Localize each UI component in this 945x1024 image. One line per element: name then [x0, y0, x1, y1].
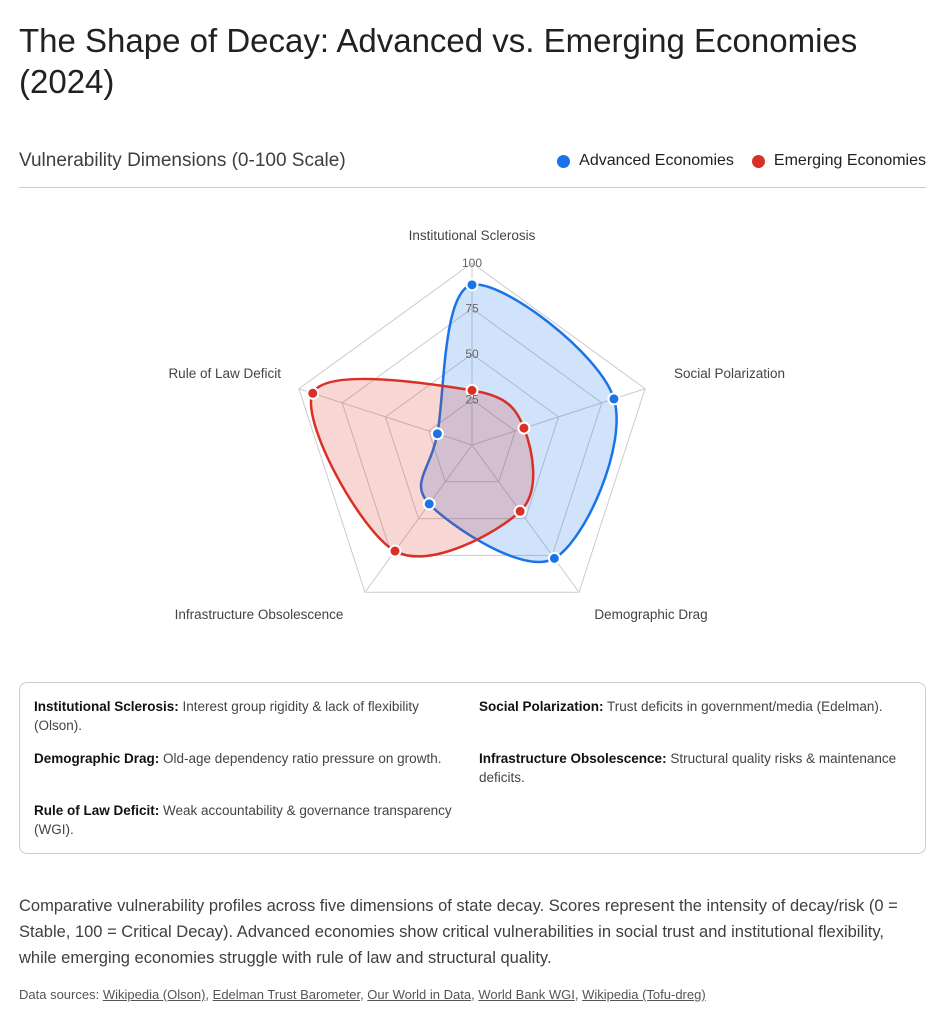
axis-label: Institutional Sclerosis [409, 228, 536, 243]
data-point [306, 386, 320, 400]
sources: Data sources: Wikipedia (Olson), Edelman… [19, 987, 706, 1002]
divider [19, 187, 926, 188]
source-link[interactable]: Edelman Trust Barometer [212, 987, 361, 1002]
legend-label: Emerging Economies [773, 152, 926, 169]
data-point [607, 392, 621, 406]
definitions-box: Institutional Sclerosis: Interest group … [19, 682, 926, 854]
source-link[interactable]: Wikipedia (Olson) [102, 987, 206, 1002]
radar-chart: 25 50 75 100 Institutional Sclerosis Social P… [168, 228, 785, 622]
legend-emerging[interactable]: Emerging Economies [751, 152, 926, 170]
grid-ring [341, 307, 603, 556]
legend-dot-icon [557, 154, 571, 168]
tick-label: 75 [465, 302, 479, 316]
data-point [388, 544, 402, 558]
legend-dot-icon [751, 154, 765, 168]
data-point [465, 278, 479, 292]
grid-ring [384, 353, 560, 520]
chart-subtitle: Vulnerability Dimensions (0-100 Scale) [19, 150, 346, 171]
source-link[interactable]: Our World in Data [367, 987, 472, 1002]
definition-item: Rule of Law Deficit: Weak accountability… [34, 803, 452, 837]
axis-label: Social Polarization [674, 366, 785, 381]
tick-label: 50 [465, 347, 479, 361]
data-point [513, 504, 527, 518]
data-point [547, 551, 561, 565]
grid-ring [298, 262, 646, 593]
data-point [465, 383, 479, 397]
tick-label: 25 [465, 393, 479, 407]
series-area-advanced [419, 283, 618, 564]
axis-line [364, 444, 473, 593]
data-point [422, 497, 436, 511]
caption: Comparative vulnerability profiles acros… [19, 897, 898, 967]
source-link[interactable]: Wikipedia (Tofu-dreg) [582, 987, 706, 1002]
axis-label: Infrastructure Obsolescence [175, 607, 344, 622]
legend: Advanced Economies Emerging Economies [557, 152, 926, 170]
definition-item: Demographic Drag: Old-age dependency rat… [34, 751, 442, 766]
data-point [517, 421, 531, 435]
grid-ring [428, 398, 516, 483]
data-point [430, 427, 444, 441]
definition-item: Infrastructure Obsolescence: Structural … [479, 751, 897, 785]
definition-item: Institutional Sclerosis: Interest group … [34, 699, 419, 733]
legend-advanced[interactable]: Advanced Economies [557, 152, 734, 170]
legend-label: Advanced Economies [579, 152, 734, 169]
tick-label: 100 [462, 256, 482, 270]
axis-label: Demographic Drag [594, 607, 707, 622]
page-title: The Shape of Decay: Advanced vs. Emergin… [19, 22, 858, 100]
axis-label: Rule of Law Deficit [168, 366, 281, 381]
axis-line [471, 444, 580, 593]
source-link[interactable]: World Bank WGI [478, 987, 575, 1002]
definition-item: Social Polarization: Trust deficits in g… [479, 699, 883, 714]
